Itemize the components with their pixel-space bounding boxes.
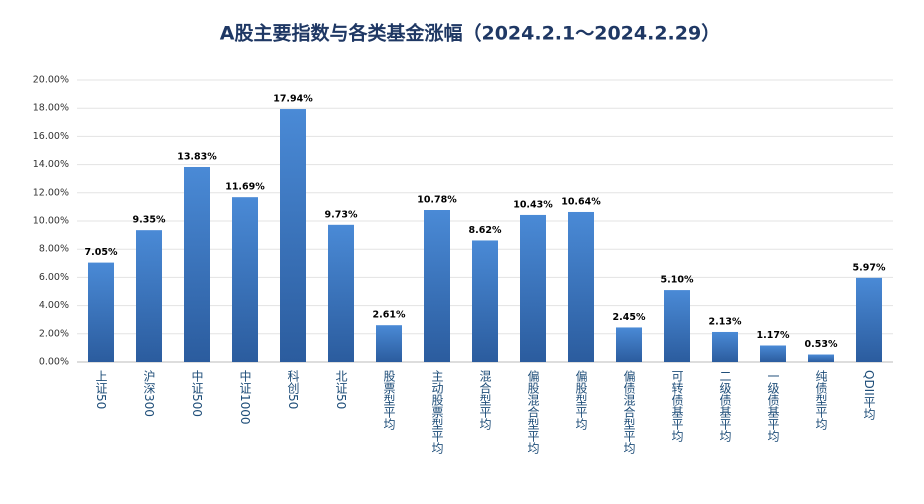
x-tick-label: 沪深300 [142, 370, 156, 417]
bar [760, 345, 786, 362]
x-tick-label: 中证500 [190, 369, 204, 417]
bar [232, 197, 258, 362]
bar [376, 325, 402, 362]
x-tick-label: 中证1000 [238, 369, 252, 425]
data-label: 13.83% [177, 151, 217, 162]
data-label: 10.78% [417, 195, 457, 206]
bar [136, 230, 162, 362]
x-tick-label: 偏债混合型平均 [622, 369, 636, 455]
bar [568, 211, 594, 362]
bar [472, 240, 498, 362]
data-label: 1.17% [757, 330, 790, 341]
x-tick-label: 一级债基平均 [766, 370, 780, 443]
x-tick-label: 纯债型平均 [814, 370, 828, 431]
y-tick-label: 4.00% [39, 300, 69, 311]
x-tick-label: 偏股型平均 [574, 369, 588, 431]
data-label: 5.10% [661, 275, 694, 286]
bar [88, 262, 114, 362]
bar [184, 166, 210, 362]
y-tick-label: 8.00% [39, 244, 69, 255]
bar [808, 354, 834, 362]
data-label: 8.62% [469, 225, 502, 236]
x-tick-label: 二级债基平均 [718, 370, 732, 443]
bar [424, 210, 450, 362]
y-tick-label: 2.00% [39, 328, 69, 339]
x-tick-label: QDII平均 [862, 370, 876, 420]
data-label: 0.53% [805, 339, 838, 350]
y-tick-label: 10.00% [33, 216, 69, 227]
y-tick-label: 6.00% [39, 272, 69, 283]
y-tick-label: 20.00% [33, 75, 69, 86]
bar [328, 224, 354, 362]
data-label: 2.13% [709, 316, 742, 327]
y-tick-label: 0.00% [39, 357, 69, 368]
bar [616, 327, 642, 362]
data-label: 7.05% [85, 247, 118, 258]
bar [520, 214, 546, 362]
chart-title: A股主要指数与各类基金涨幅（2024.2.1～2024.2.29） [220, 22, 720, 45]
bar [664, 290, 690, 362]
x-tick-label: 股票型平均 [382, 370, 396, 431]
bar [712, 331, 738, 362]
y-tick-label: 18.00% [33, 103, 69, 114]
y-tick-label: 12.00% [33, 187, 69, 198]
x-tick-label: 可转债基平均 [670, 370, 684, 443]
data-label: 17.94% [273, 94, 313, 105]
data-label: 2.61% [373, 310, 406, 321]
data-label: 10.43% [513, 199, 553, 210]
bar [280, 109, 306, 363]
x-tick-label: 上证50 [94, 370, 108, 410]
y-tick-label: 16.00% [33, 131, 69, 142]
x-tick-label: 混合型平均 [478, 370, 492, 431]
x-tick-label: 偏股混合型平均 [526, 369, 540, 455]
data-label: 5.97% [853, 262, 886, 273]
x-tick-label: 北证50 [334, 370, 348, 410]
bar [856, 277, 882, 362]
x-tick-label: 科创50 [286, 370, 300, 410]
data-label: 10.64% [561, 196, 601, 207]
data-label: 11.69% [225, 182, 265, 193]
x-tick-label: 主动股票型平均 [430, 370, 444, 455]
y-tick-label: 14.00% [33, 159, 69, 170]
data-label: 9.73% [325, 209, 358, 220]
data-label: 9.35% [133, 215, 166, 226]
data-label: 2.45% [613, 312, 646, 323]
